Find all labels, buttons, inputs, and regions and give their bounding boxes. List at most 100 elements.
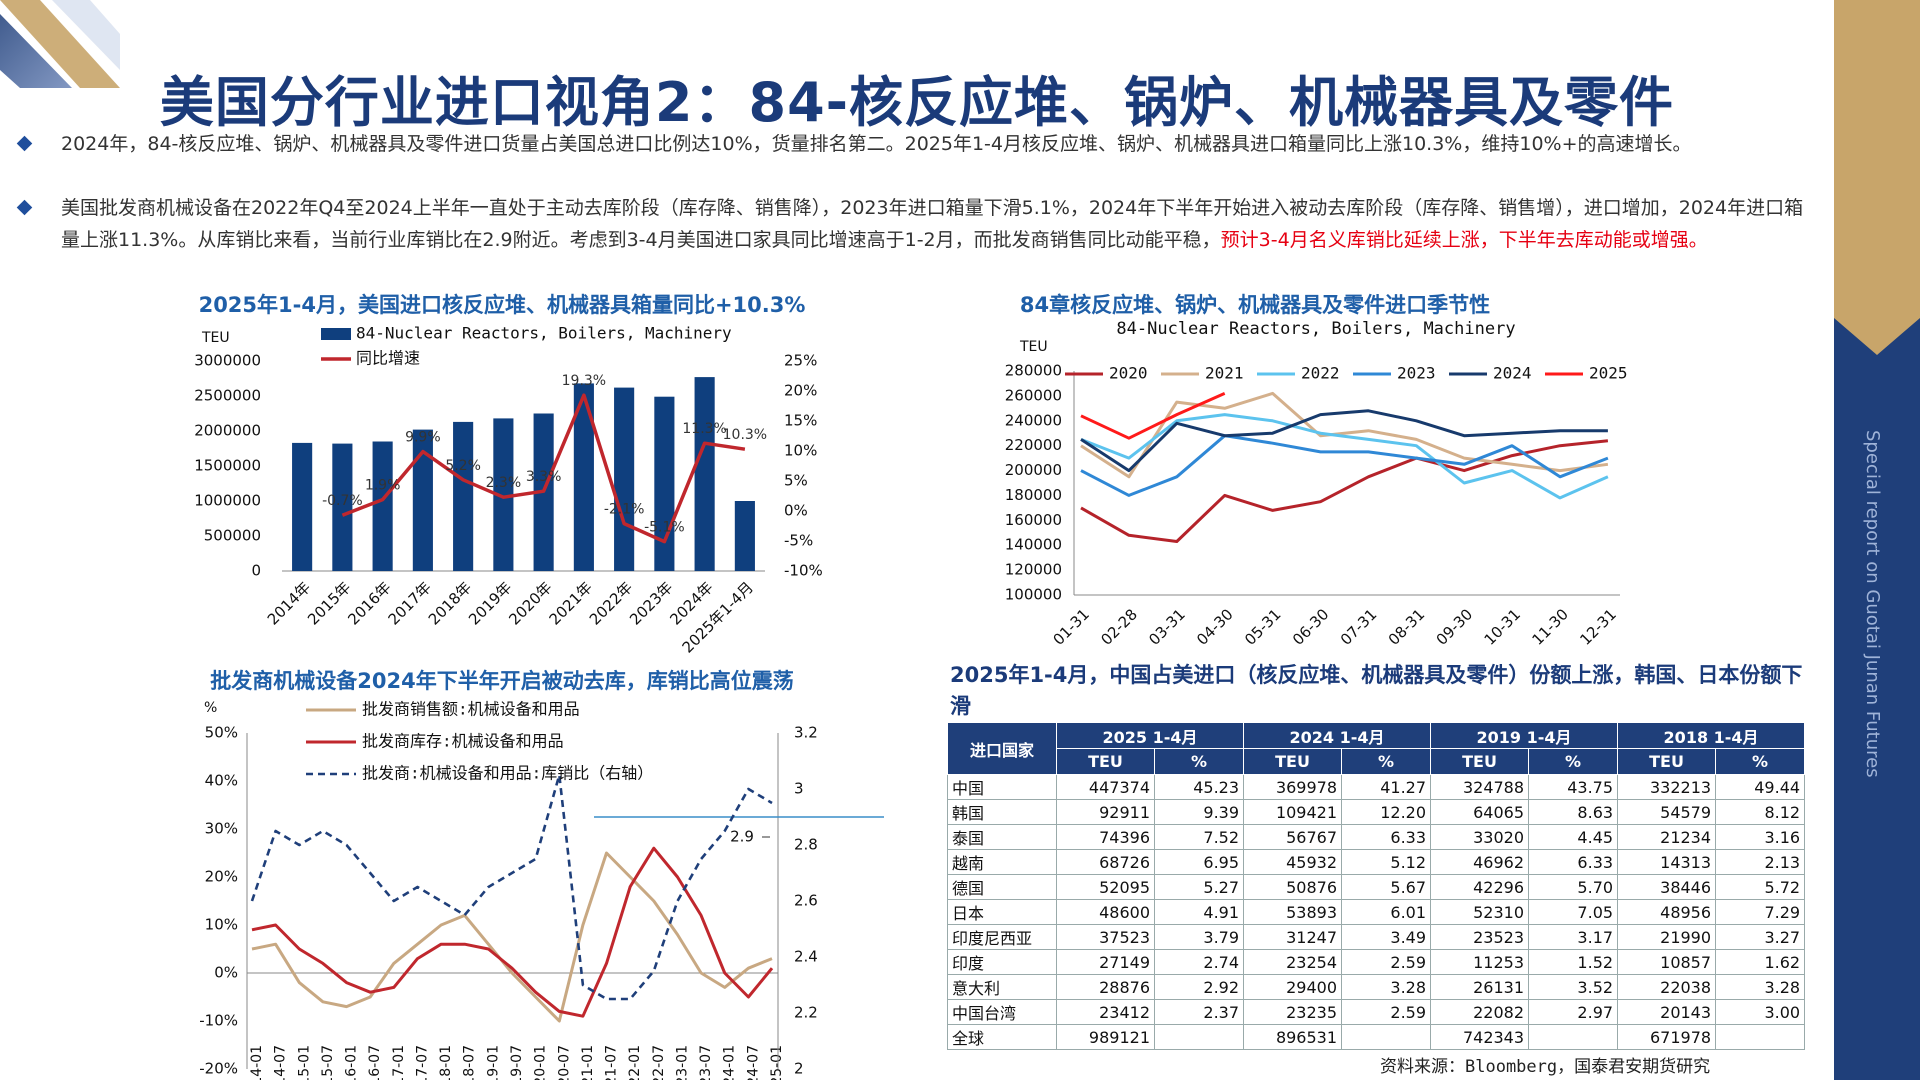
line-series [1080,409,1608,473]
table-cell: 37523 [1056,924,1155,950]
table-cell: 23412 [1056,999,1155,1025]
table-cell: 8.63 [1528,799,1619,825]
y2-tick-label: -10% [784,562,823,580]
data-label: 5.2% [445,458,481,474]
line-series [250,773,773,1001]
y-tick-label: 180000 [1005,486,1062,504]
table-title: 2025年1-4月，中国占美进口（核反应堆、机械器具及零件）份额上涨，韩国、日本… [950,663,1803,718]
table-cell: 671978 [1617,1024,1717,1050]
y2-tick-label: 20% [784,382,817,400]
table-cell: 泰国 [947,824,1057,850]
table-cell: 印度尼西亚 [947,924,1057,950]
table-row: 越南 68726 6.95 45932 5.12 46962 6.33 14313 2.13 [947,849,1806,875]
source-note: 资料来源：Bloomberg，国泰君安期货研究 [1380,1057,1711,1077]
table-cell: 50876 [1243,874,1343,900]
table-cell: 5.12 [1341,849,1432,875]
table-group-header: 2018 1-4月 [1617,722,1806,749]
bar [694,377,715,571]
x-tick-label: 2021-07 [604,1045,620,1080]
table-cell: 3.00 [1715,999,1806,1025]
y2-tick-label: 2.6 [794,892,818,910]
y-axis-label: TEU [201,330,230,346]
x-tick-label: 2014年 [264,578,314,628]
y-tick-label: 140000 [1005,536,1062,554]
y2-tick-label: 3 [794,780,804,798]
line-series [341,393,746,544]
table-cell: 5.72 [1715,874,1806,900]
bar [614,387,635,571]
table-row: 意大利 28876 2.92 29400 3.28 26131 3.52 22038 3.28 [947,974,1806,1000]
table-cell: 52310 [1430,899,1530,925]
table-cell: 447374 [1056,774,1155,800]
table-cell: 韩国 [947,799,1057,825]
x-tick-label: 2020年 [505,578,555,628]
table-cell: 3.28 [1715,974,1806,1000]
bullet-text: 2024年，84-核反应堆、锅炉、机械器具及零件进口货量占美国总进口比例达10%… [61,133,1692,155]
x-tick-label: 2017-01 [391,1045,407,1080]
table-cell: 43.75 [1528,774,1619,800]
x-tick-label: 2025-01 [769,1045,785,1080]
table-cell: 369978 [1243,774,1343,800]
table-cell: 46962 [1430,849,1530,875]
x-tick-label: 12-31 [1576,605,1620,649]
table-row: 中国台湾 23412 2.37 23235 2.59 22082 2.97 20143 3.00 [947,999,1806,1025]
table-cell: 29400 [1243,974,1343,1000]
table-cell: 896531 [1243,1024,1343,1050]
y2-tick-label: 10% [784,442,817,460]
table-cell: 5.70 [1528,874,1619,900]
x-tick-label: 2022-07 [651,1045,667,1080]
table-cell: 12.20 [1341,799,1432,825]
table-cell: 7.52 [1153,824,1245,850]
table-row: 日本 48600 4.91 53893 6.01 52310 7.05 48956 7.29 [947,899,1806,925]
legend-label: 2024 [1493,364,1532,383]
table-cell: 4.45 [1528,824,1619,850]
table-cell: 印度 [947,949,1057,975]
chart-title: 批发商机械设备2024年下半年开启被动去库，库销比高位震荡 [210,669,793,693]
table-cell: 92911 [1056,799,1155,825]
y-tick-label: 2500000 [194,387,261,405]
table-cell: 全球 [947,1024,1057,1050]
table-cell: 41.27 [1341,774,1432,800]
y-tick-label: 160000 [1005,511,1062,529]
y-tick-label: 100000 [1005,586,1062,604]
y2-tick-label: 2.2 [794,1004,818,1022]
line-series [251,846,774,1018]
table-cell: 2.59 [1341,999,1432,1025]
table-cell [1715,1024,1806,1050]
bar [412,429,433,571]
table-cell: 33020 [1430,824,1530,850]
y2-tick-label: 2.4 [794,948,818,966]
bullet-text: 美国批发商机械设备在2022年Q4至2024上半年一直处于主动去库阶段（库存降、… [61,197,1804,251]
legend-label: 2021 [1205,364,1244,383]
table-cell: 10857 [1617,949,1717,975]
table-cell: 45.23 [1153,774,1245,800]
y-tick-label: 0 [251,562,261,580]
table-cell: 54579 [1617,799,1717,825]
table-cell: 中国 [947,774,1057,800]
table-cell: 6.01 [1341,899,1432,925]
x-tick-label: 2018年 [425,578,475,628]
table-cell: 2.37 [1153,999,1245,1025]
data-label: 9.9% [405,430,441,446]
y-tick-label: 20% [205,868,238,886]
table-cell: 7.05 [1528,899,1619,925]
legend-label: 批发商:机械设备和用品:库销比（右轴） [362,764,653,783]
table-cell: 2.74 [1153,949,1245,975]
table-cell: 3.16 [1715,824,1806,850]
data-label: 3.3% [526,469,562,485]
table-row: 泰国 74396 7.52 56767 6.33 33020 4.45 21234 3.16 [947,824,1806,850]
x-tick-label: 2020-01 [533,1045,549,1080]
slide-title: 美国分行业进口视角2：84-核反应堆、锅炉、机械器具及零件 [159,71,1675,134]
x-tick-label: 2023-07 [698,1045,714,1080]
x-tick-label: 2014-07 [273,1045,289,1080]
x-tick-label: 2019年 [465,578,515,628]
x-tick-label: 07-31 [1337,605,1381,649]
table-cell: 22082 [1430,999,1530,1025]
x-tick-label: 2024-01 [722,1045,738,1080]
table-cell: 2.92 [1153,974,1245,1000]
table-cell: 1.62 [1715,949,1806,975]
table-cell: 56767 [1243,824,1343,850]
bullet-text: 美国批发商机械设备在2022年Q4至2024上半年一直处于主动去库阶段（库存降、… [61,192,1818,256]
